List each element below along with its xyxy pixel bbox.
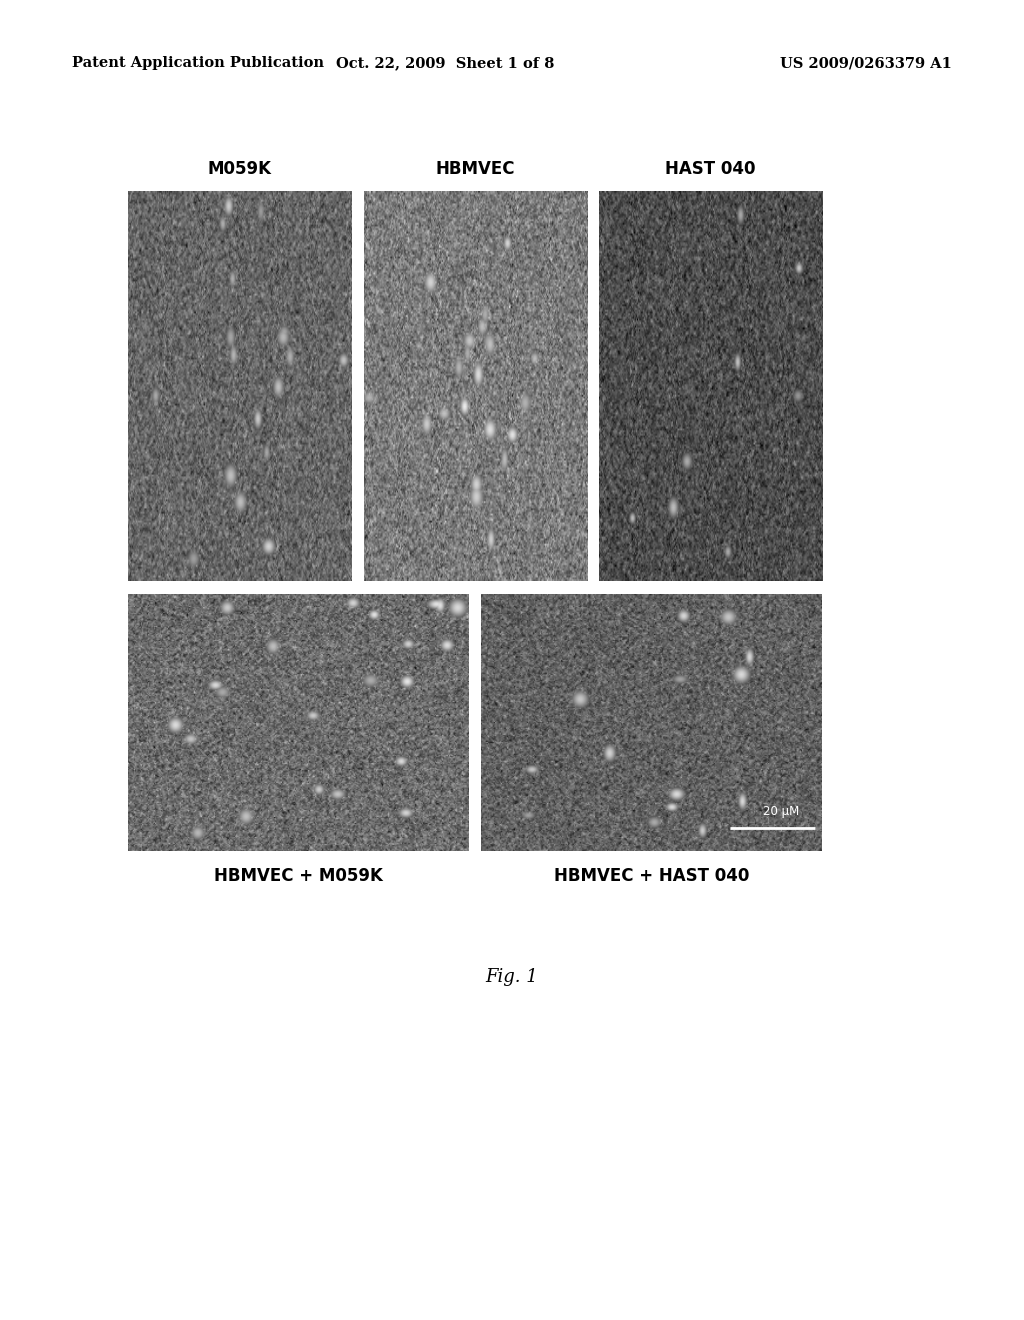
Text: Fig. 1: Fig. 1 [485,968,539,986]
Text: HBMVEC + M059K: HBMVEC + M059K [214,867,383,886]
Text: Patent Application Publication: Patent Application Publication [72,57,324,70]
Text: HAST 040: HAST 040 [666,160,756,178]
Text: M059K: M059K [208,160,271,178]
Text: HBMVEC + HAST 040: HBMVEC + HAST 040 [554,867,750,886]
Text: 20 μM: 20 μM [763,805,800,818]
Text: HBMVEC: HBMVEC [435,160,515,178]
Text: Oct. 22, 2009  Sheet 1 of 8: Oct. 22, 2009 Sheet 1 of 8 [336,57,555,70]
Text: US 2009/0263379 A1: US 2009/0263379 A1 [780,57,952,70]
